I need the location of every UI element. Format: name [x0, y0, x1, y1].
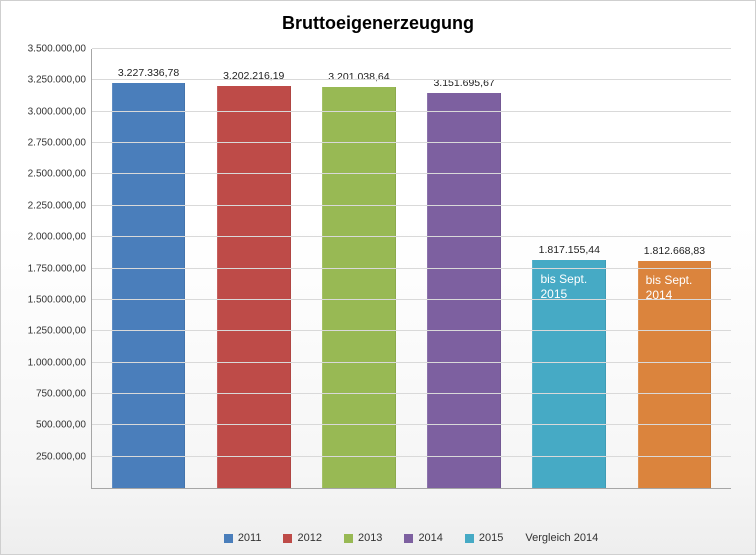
legend-item: 2013 [344, 532, 382, 544]
y-tick-label: 1.750.000,00 [28, 263, 86, 274]
grid-line: 1.500.000,00 [92, 299, 731, 300]
grid-line: 1.750.000,00 [92, 268, 731, 269]
bar-2013: 3.201.038,64 [322, 87, 396, 489]
legend-swatch [465, 534, 474, 543]
bar-value-label: 3.202.216,19 [223, 70, 284, 82]
y-tick-label: 1.000.000,00 [28, 357, 86, 368]
bar-2014: 3.151.695,67 [427, 93, 501, 488]
legend-label: 2014 [418, 532, 442, 544]
legend-label: 2015 [479, 532, 503, 544]
chart-title: Bruttoeigenerzeugung [1, 1, 755, 34]
bar-vergleich-2014: 1.812.668,83bis Sept. 2014 [638, 261, 712, 488]
bar-2015: 1.817.155,44bis Sept. 2015 [532, 260, 606, 488]
legend-swatch [404, 534, 413, 543]
y-tick-label: 500.000,00 [36, 420, 86, 431]
legend-item: Vergleich 2014 [525, 532, 598, 544]
y-tick-label: 1.500.000,00 [28, 294, 86, 305]
bar-slot: 3.201.038,64 [306, 49, 411, 488]
legend-swatch [224, 534, 233, 543]
bar-value-label: 3.227.336,78 [118, 67, 179, 79]
legend-item: 2015 [465, 532, 503, 544]
grid-line: 2.750.000,00 [92, 142, 731, 143]
legend-label: 2012 [297, 532, 321, 544]
legend-label: Vergleich 2014 [525, 532, 598, 544]
bar-value-label: 1.817.155,44 [539, 244, 600, 256]
plot-area: 3.227.336,78 3.202.216,19 3.201.038,64 3.15… [91, 49, 731, 489]
legend-item: 2011 [224, 532, 262, 544]
bars-group: 3.227.336,78 3.202.216,19 3.201.038,64 3.15… [92, 49, 731, 488]
y-tick-label: 250.000,00 [36, 451, 86, 462]
bar-note: bis Sept. 2015 [540, 272, 602, 302]
bar-slot: 3.227.336,78 [96, 49, 201, 488]
bar-2011: 3.227.336,78 [112, 83, 186, 488]
y-tick-label: 3.000.000,00 [28, 106, 86, 117]
y-tick-label: 2.500.000,00 [28, 169, 86, 180]
grid-line: 2.500.000,00 [92, 173, 731, 174]
legend-item: 2014 [404, 532, 442, 544]
grid-line: 3.000.000,00 [92, 111, 731, 112]
y-tick-label: 1.250.000,00 [28, 326, 86, 337]
grid-line: 3.500.000,00 [92, 48, 731, 49]
y-tick-label: 3.250.000,00 [28, 75, 86, 86]
grid-line: 1.000.000,00 [92, 362, 731, 363]
legend-item: 2012 [283, 532, 321, 544]
grid-line: 1.250.000,00 [92, 330, 731, 331]
legend-label: 2011 [238, 532, 262, 544]
bar-value-label: 1.812.668,83 [644, 245, 705, 257]
bar-slot: 3.202.216,19 [201, 49, 306, 488]
y-tick-label: 2.750.000,00 [28, 138, 86, 149]
bar-slot: 3.151.695,67 [412, 49, 517, 488]
chart-container: Bruttoeigenerzeugung 3.227.336,78 3.202.2… [0, 0, 756, 555]
bar-value-label: 3.201.038,64 [328, 71, 389, 83]
y-tick-label: 2.250.000,00 [28, 200, 86, 211]
bar-slot: 1.812.668,83bis Sept. 2014 [622, 49, 727, 488]
grid-line: 2.250.000,00 [92, 205, 731, 206]
y-tick-label: 750.000,00 [36, 388, 86, 399]
bar-slot: 1.817.155,44 bis Sept. 2015 [517, 49, 622, 488]
y-tick-label: 3.500.000,00 [28, 44, 86, 55]
grid-line: 250.000,00 [92, 456, 731, 457]
bar-2012: 3.202.216,19 [217, 86, 291, 488]
legend-swatch [283, 534, 292, 543]
legend-label: 2013 [358, 532, 382, 544]
grid-line: 750.000,00 [92, 393, 731, 394]
legend-swatch [344, 534, 353, 543]
grid-line: 3.250.000,00 [92, 79, 731, 80]
y-tick-label: 2.000.000,00 [28, 232, 86, 243]
legend: 2011 2012 2013 2014 2015 Vergleich 2014 [91, 532, 731, 544]
grid-line: 2.000.000,00 [92, 236, 731, 237]
grid-line: 500.000,00 [92, 424, 731, 425]
